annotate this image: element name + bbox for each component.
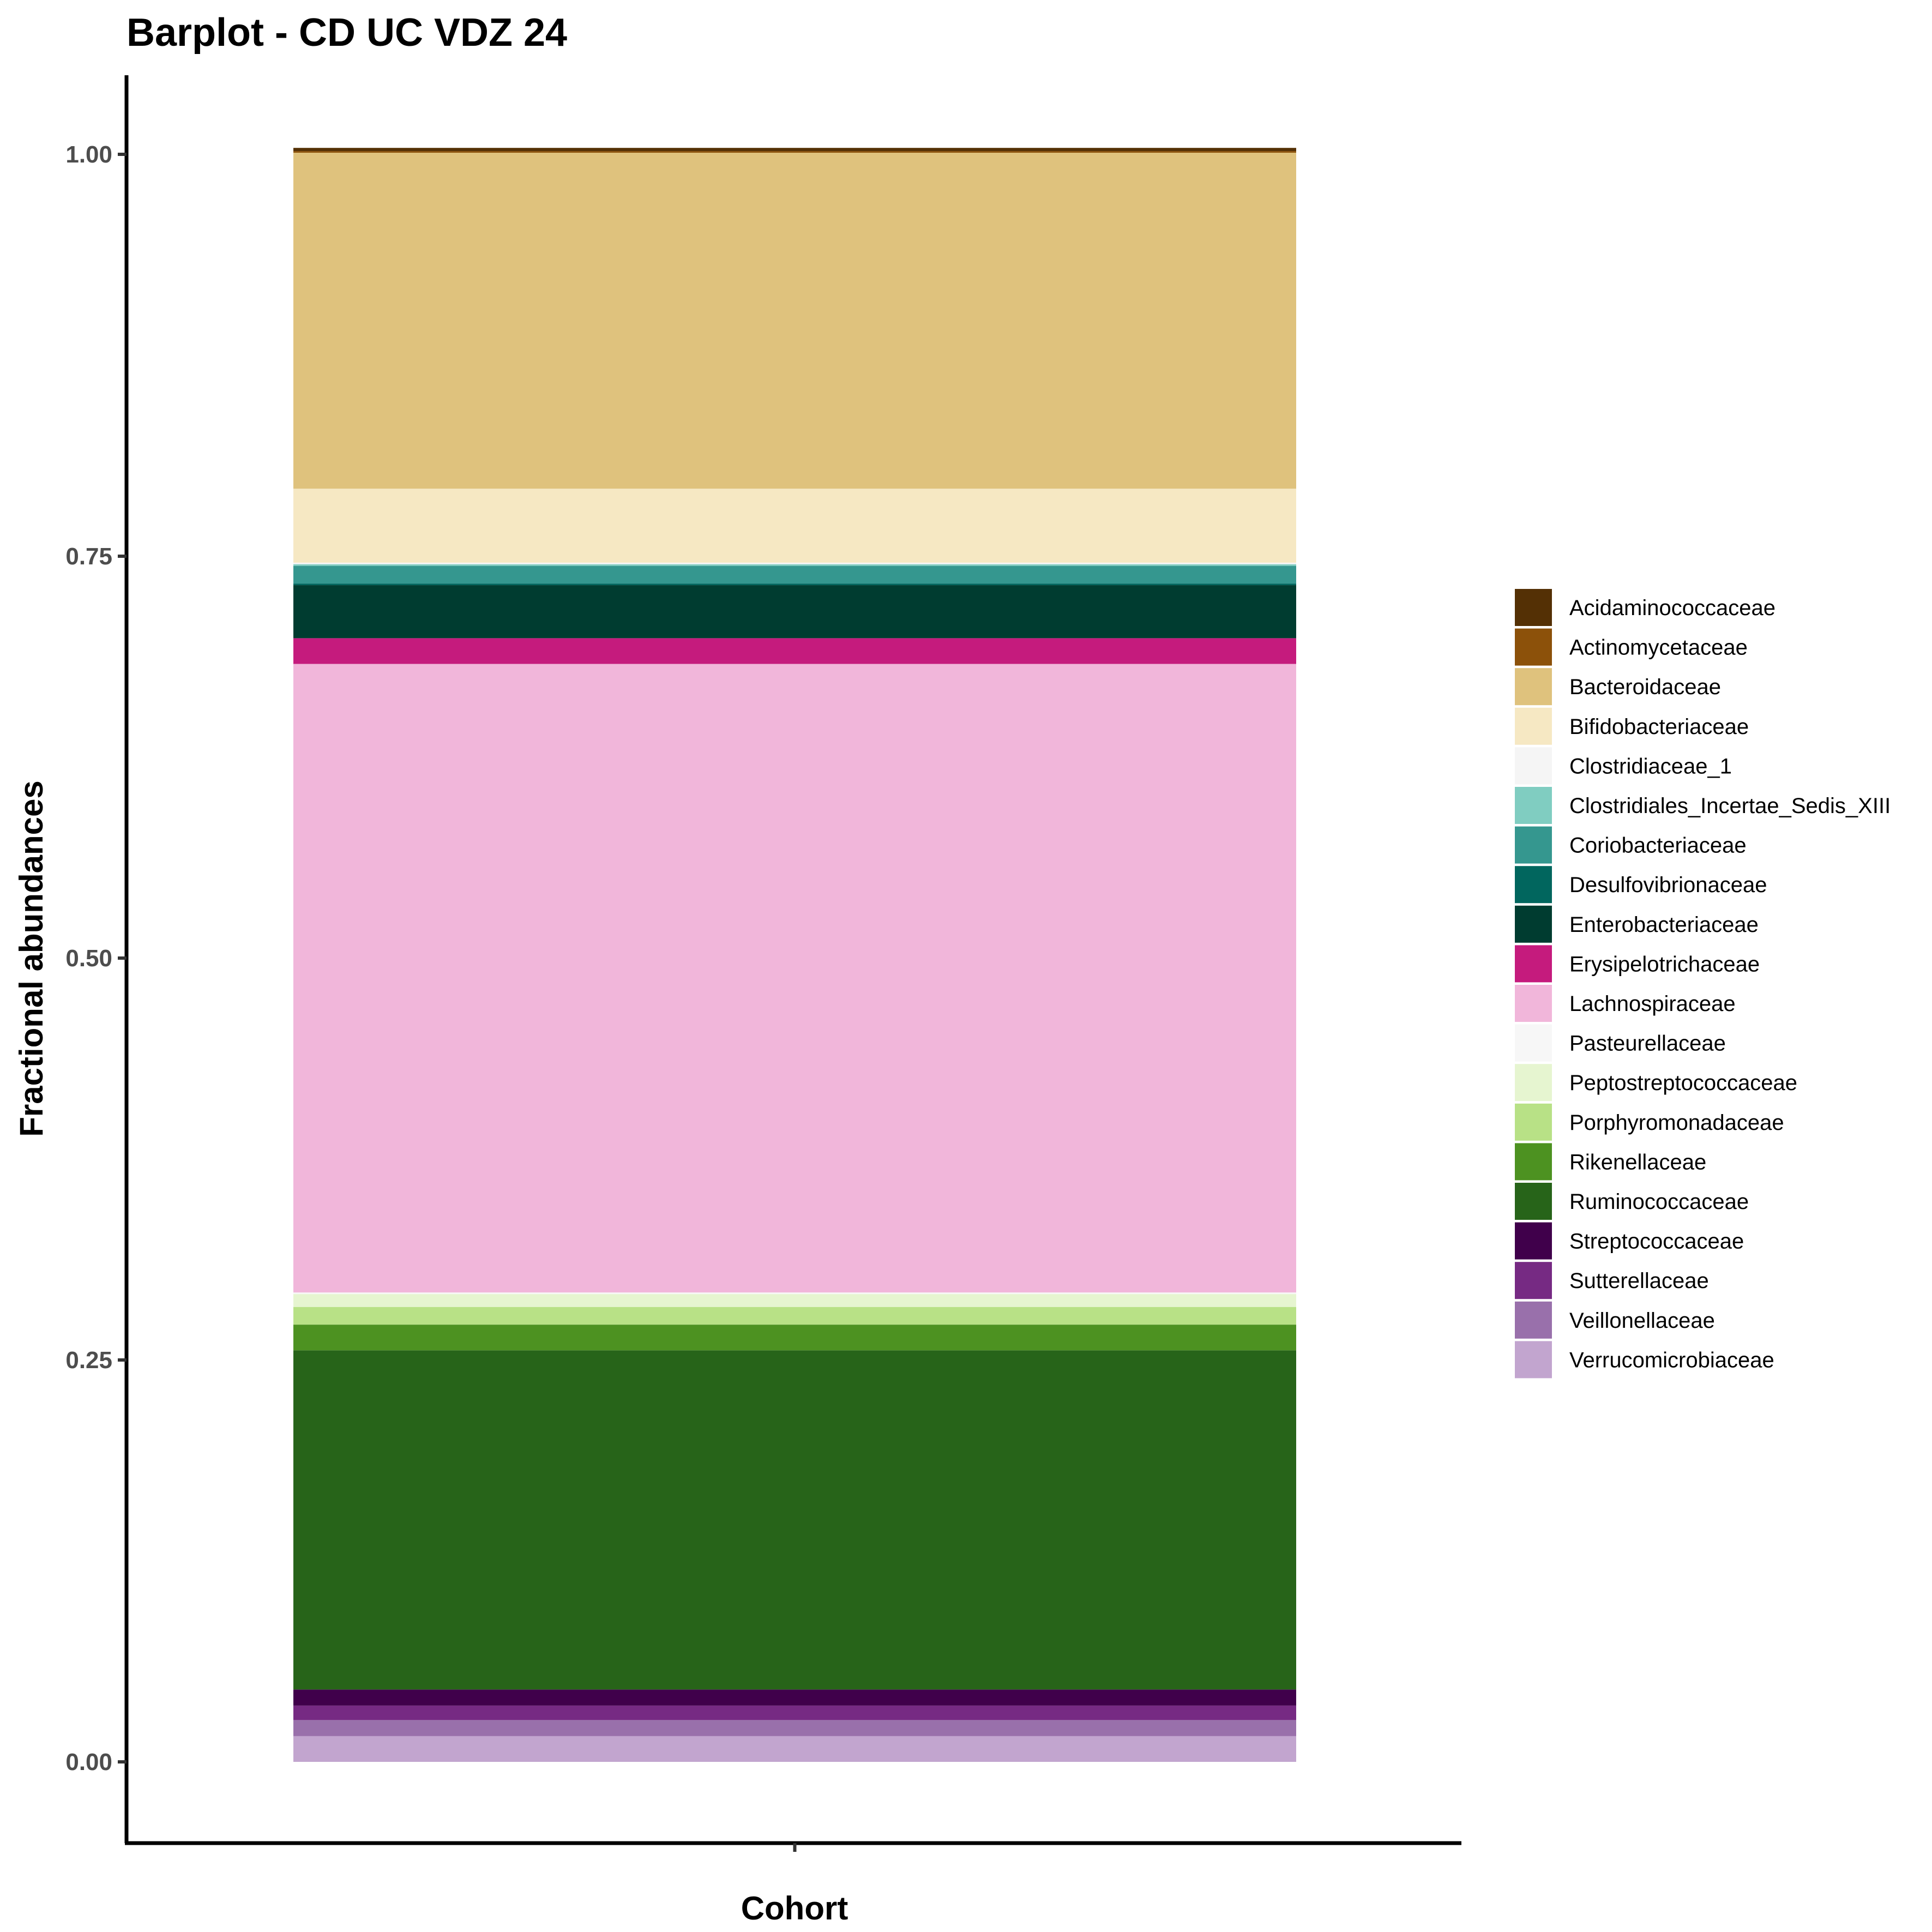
legend-key — [1515, 707, 1552, 745]
y-tick-label: 0.00 — [65, 1749, 112, 1775]
legend-item: Ruminococcaceae — [1515, 1183, 1749, 1220]
legend-label: Bifidobacteriaceae — [1569, 715, 1749, 739]
bar-segment-porphyromonadaceae — [293, 1307, 1296, 1325]
y-tick-label: 1.00 — [65, 141, 112, 168]
legend-item: Coriobacteriaceae — [1515, 826, 1747, 864]
bar-segment-pasteurellaceae — [293, 1292, 1296, 1295]
legend-item: Verrucomicrobiaceae — [1515, 1341, 1774, 1379]
chart-title: Barplot - CD UC VDZ 24 — [127, 11, 567, 55]
bar-segment-streptococcaceae — [293, 1689, 1296, 1706]
legend-label: Verrucomicrobiaceae — [1569, 1348, 1774, 1372]
x-axis-title: Cohort — [741, 1890, 848, 1927]
legend-key — [1515, 1222, 1552, 1260]
legend-label: Actinomycetaceae — [1569, 636, 1748, 660]
bar-segment-rikenellaceae — [293, 1325, 1296, 1351]
legend-item: Actinomycetaceae — [1515, 628, 1748, 666]
legend-key — [1515, 1064, 1552, 1102]
legend-key — [1515, 747, 1552, 785]
legend-item: Rikenellaceae — [1515, 1143, 1706, 1181]
legend-key — [1515, 1262, 1552, 1299]
legend-label: Coriobacteriaceae — [1569, 834, 1747, 858]
legend-item: Clostridiales_Incertae_Sedis_XIII — [1515, 787, 1891, 824]
bar-segment-clostridiales-incertae-sedis-xiii — [293, 564, 1296, 566]
legend-label: Ruminococcaceae — [1569, 1190, 1749, 1214]
bar-segment-acidaminococcaceae — [293, 148, 1296, 152]
legend-key — [1515, 1143, 1552, 1181]
legend-item: Peptostreptococcaceae — [1515, 1064, 1797, 1102]
bar-segment-actinomycetaceae — [293, 151, 1296, 153]
legend-label: Porphyromonadaceae — [1569, 1111, 1784, 1135]
bar-segment-erysipelotrichaceae — [293, 638, 1296, 664]
legend-key — [1515, 945, 1552, 983]
legend-label: Acidaminococcaceae — [1569, 596, 1775, 620]
legend-label: Clostridiaceae_1 — [1569, 754, 1732, 778]
legend-label: Sutterellaceae — [1569, 1269, 1709, 1293]
legend-key — [1515, 668, 1552, 706]
legend-key — [1515, 1024, 1552, 1062]
legend-key — [1515, 1103, 1552, 1141]
legend-item: Streptococcaceae — [1515, 1222, 1744, 1260]
y-ticks: 0.00 0.25 0.50 0.75 1.00 — [65, 141, 127, 1775]
legend-label: Rikenellaceae — [1569, 1150, 1706, 1174]
legend-item: Veillonellaceae — [1515, 1301, 1715, 1339]
legend-item: Desulfovibrionaceae — [1515, 866, 1767, 904]
legend-key — [1515, 1341, 1552, 1379]
legend-item: Enterobacteriaceae — [1515, 905, 1759, 943]
legend-key — [1515, 985, 1552, 1022]
legend-item: Acidaminococcaceae — [1515, 589, 1775, 626]
legend-item: Pasteurellaceae — [1515, 1024, 1726, 1062]
bar-segment-peptostreptococcaceae — [293, 1294, 1296, 1307]
bar-segment-coriobacteriaceae — [293, 565, 1296, 584]
bar-segment-clostridiaceae-1 — [293, 562, 1296, 564]
bar-segments — [293, 148, 1296, 1762]
y-tick-label: 0.75 — [65, 543, 112, 570]
bar-segment-veillonellaceae — [293, 1720, 1296, 1736]
legend-key — [1515, 589, 1552, 626]
bar-segment-enterobacteriaceae — [293, 585, 1296, 639]
legend-label: Veillonellaceae — [1569, 1309, 1715, 1333]
legend-label: Streptococcaceae — [1569, 1230, 1744, 1254]
legend-key — [1515, 787, 1552, 824]
legend-label: Enterobacteriaceae — [1569, 913, 1759, 937]
legend-item: Bacteroidaceae — [1515, 668, 1721, 706]
bar-segment-verrucomicrobiaceae — [293, 1736, 1296, 1762]
legend-label: Erysipelotrichaceae — [1569, 952, 1760, 976]
y-tick-label: 0.50 — [65, 945, 112, 972]
legend-key — [1515, 628, 1552, 666]
legend-item: Porphyromonadaceae — [1515, 1103, 1784, 1141]
bar-segment-desulfovibrionaceae — [293, 583, 1296, 586]
legend-item: Bifidobacteriaceae — [1515, 707, 1749, 745]
legend-key — [1515, 826, 1552, 864]
y-tick-label: 0.25 — [65, 1347, 112, 1374]
bar-segment-bifidobacteriaceae — [293, 489, 1296, 563]
legend-item: Sutterellaceae — [1515, 1262, 1709, 1299]
legend-key — [1515, 866, 1552, 904]
legend-item: Clostridiaceae_1 — [1515, 747, 1732, 785]
legend-key — [1515, 1301, 1552, 1339]
legend-item: Erysipelotrichaceae — [1515, 945, 1760, 983]
legend-label: Pasteurellaceae — [1569, 1032, 1726, 1056]
legend-label: Peptostreptococcaceae — [1569, 1071, 1797, 1095]
bar-segment-sutterellaceae — [293, 1705, 1296, 1720]
bar-segment-bacteroidaceae — [293, 153, 1296, 489]
legend-label: Bacteroidaceae — [1569, 675, 1721, 699]
bar-segment-ruminococcaceae — [293, 1350, 1296, 1690]
legend-key — [1515, 905, 1552, 943]
y-axis-title: Fractional abundances — [13, 780, 50, 1137]
legend-label: Desulfovibrionaceae — [1569, 873, 1767, 897]
legend-label: Lachnospiraceae — [1569, 992, 1736, 1016]
legend-item: Lachnospiraceae — [1515, 985, 1736, 1022]
legend-label: Clostridiales_Incertae_Sedis_XIII — [1569, 794, 1891, 818]
legend-key — [1515, 1183, 1552, 1220]
bar-segment-lachnospiraceae — [293, 664, 1296, 1293]
legend: Acidaminococcaceae Actinomycetaceae Bacter… — [1515, 589, 1891, 1379]
